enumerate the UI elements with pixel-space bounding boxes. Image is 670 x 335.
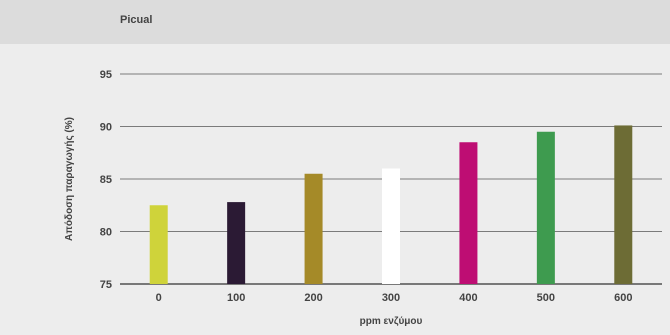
chart-title: Picual — [120, 14, 153, 26]
y-tick-label: 80 — [100, 227, 112, 239]
bar — [149, 205, 168, 284]
y-tick-label: 90 — [100, 122, 112, 134]
x-tick-label: 0 — [156, 292, 162, 304]
y-axis-title: Απόδοση παραγωγής (%) — [64, 117, 75, 241]
x-tick-label: 500 — [537, 292, 555, 304]
y-axis-ticks: 75 80 85 90 95 — [100, 69, 112, 291]
bar — [614, 125, 633, 284]
x-axis-title: ppm ενζύμου — [360, 316, 423, 327]
x-tick-label: 100 — [227, 292, 245, 304]
x-tick-label: 200 — [304, 292, 322, 304]
x-tick-label: 400 — [459, 292, 477, 304]
bar — [304, 173, 323, 284]
bar — [382, 168, 400, 284]
bar — [227, 202, 246, 284]
y-tick-label: 95 — [100, 69, 112, 81]
bars — [149, 125, 633, 284]
y-tick-label: 75 — [100, 279, 112, 291]
x-axis-ticks: 0 100 200 300 400 500 600 — [156, 292, 633, 304]
bar — [536, 131, 555, 284]
x-tick-label: 600 — [614, 292, 632, 304]
x-tick-label: 300 — [382, 292, 400, 304]
chart-header-band: Picual — [0, 0, 670, 44]
y-tick-label: 85 — [100, 174, 112, 186]
bar — [459, 142, 478, 284]
